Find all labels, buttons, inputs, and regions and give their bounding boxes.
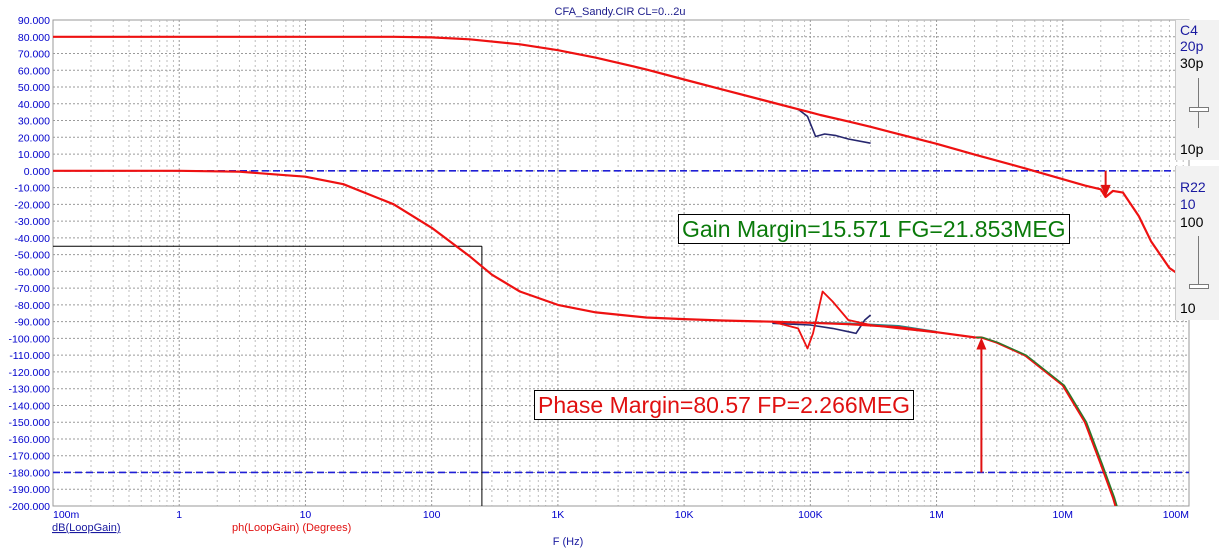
x-axis-label: F (Hz): [553, 536, 584, 548]
trace-ph-loopgain-degrees-: [53, 169, 1117, 506]
y-tick-label: -20.000: [14, 199, 50, 211]
y-tick-label: -60.000: [14, 266, 50, 278]
y-tick-label: -100.000: [9, 333, 51, 345]
gain-margin-text: Gain Margin=15.571 FG=21.853MEG: [682, 216, 1066, 242]
phase-margin-annotation[interactable]: Phase Margin=80.57 FP=2.266MEG: [534, 390, 915, 420]
y-tick-label: -50.000: [14, 250, 50, 262]
y-tick-label: -80.000: [14, 300, 50, 312]
r22-slider-thumb[interactable]: [1189, 284, 1209, 289]
y-tick-label: -90.000: [14, 317, 50, 329]
y-tick-label: -200.000: [9, 501, 51, 513]
y-tick-label: 0.000: [24, 166, 50, 178]
r22-max-label: 100: [1180, 214, 1204, 230]
plot-frame: [52, 19, 1190, 507]
gain-margin-arrowhead: [1100, 184, 1111, 197]
r22-name: R22: [1180, 179, 1206, 195]
phase-margin-arrowhead: [976, 337, 987, 350]
traces: [53, 35, 1189, 506]
y-tick-label: -140.000: [9, 400, 51, 412]
y-tick-label: 90.000: [18, 15, 50, 27]
trace-ph-loopgain-variant-red: [772, 290, 937, 350]
tick-labels: 90.000 80.000 70.000 60.000 50.000 40.000 30.0…: [9, 15, 1189, 521]
c4-name: C4: [1180, 22, 1198, 38]
x-tick-label: 100: [423, 509, 441, 521]
gain-margin-annotation[interactable]: Gain Margin=15.571 FG=21.853MEG: [678, 214, 1070, 244]
c4-slider-thumb[interactable]: [1189, 107, 1209, 112]
c4-max-label: 30p: [1180, 55, 1204, 71]
trace-db-loopgain-: [53, 35, 1189, 283]
y-tick-label: -130.000: [9, 384, 51, 396]
trace-ph-loopgain-variant-navy: [772, 314, 872, 335]
y-tick-label: -110.000: [9, 350, 50, 362]
y-tick-label: 80.000: [18, 32, 50, 44]
x-tick-label: 100M: [1163, 509, 1189, 521]
x-tick-label: 1K: [551, 509, 564, 521]
y-tick-label: -150.000: [9, 417, 51, 429]
r22-slider-track[interactable]: [1198, 236, 1199, 288]
y-tick-label: 70.000: [18, 49, 50, 61]
legend-db-loopgain[interactable]: dB(LoopGain): [52, 522, 121, 534]
y-tick-label: 40.000: [18, 99, 50, 111]
x-tick-label: 10: [300, 509, 312, 521]
c4-min-label: 10p: [1180, 141, 1204, 157]
grid: [52, 19, 1190, 507]
y-tick-label: 50.000: [18, 82, 50, 94]
c4-slider-track[interactable]: [1198, 78, 1199, 128]
y-tick-label: -30.000: [14, 216, 50, 228]
legend-ph-loopgain[interactable]: ph(LoopGain) (Degrees): [232, 522, 351, 534]
c4-value: 20p: [1180, 38, 1204, 54]
r22-slider-panel[interactable]: R22 10 100 10: [1175, 166, 1219, 320]
y-tick-label: 60.000: [18, 65, 50, 77]
y-tick-label: 30.000: [18, 116, 50, 128]
x-tick-label: 1: [176, 509, 182, 521]
y-tick-label: -10.000: [14, 183, 50, 195]
r22-value: 10: [1180, 196, 1196, 212]
y-tick-label: -180.000: [9, 467, 51, 479]
phase-margin-text: Phase Margin=80.57 FP=2.266MEG: [538, 392, 911, 418]
y-tick-label: -70.000: [14, 283, 50, 295]
x-tick-label: 10M: [1053, 509, 1073, 521]
y-tick-label: 10.000: [18, 149, 50, 161]
margin-markers: [976, 170, 1111, 473]
y-tick-label: -160.000: [9, 434, 51, 446]
y-tick-label: -170.000: [9, 451, 51, 463]
r22-min-label: 10: [1180, 300, 1196, 316]
window-title: CFA_Sandy.CIR CL=0...2u: [555, 6, 686, 18]
trace-phase-variant-green: [976, 336, 1118, 506]
x-tick-label: 1M: [929, 509, 944, 521]
trace-db-loopgain-variant: [797, 108, 871, 144]
y-tick-label: -40.000: [14, 233, 50, 245]
c4-slider-panel[interactable]: C4 20p 30p 10p: [1175, 20, 1219, 160]
y-tick-label: 20.000: [18, 132, 50, 144]
x-tick-label: 100K: [798, 509, 823, 521]
y-tick-label: -120.000: [9, 367, 51, 379]
x-tick-label: 100m: [53, 509, 80, 521]
x-tick-label: 10K: [675, 509, 694, 521]
y-tick-label: -190.000: [9, 484, 51, 496]
